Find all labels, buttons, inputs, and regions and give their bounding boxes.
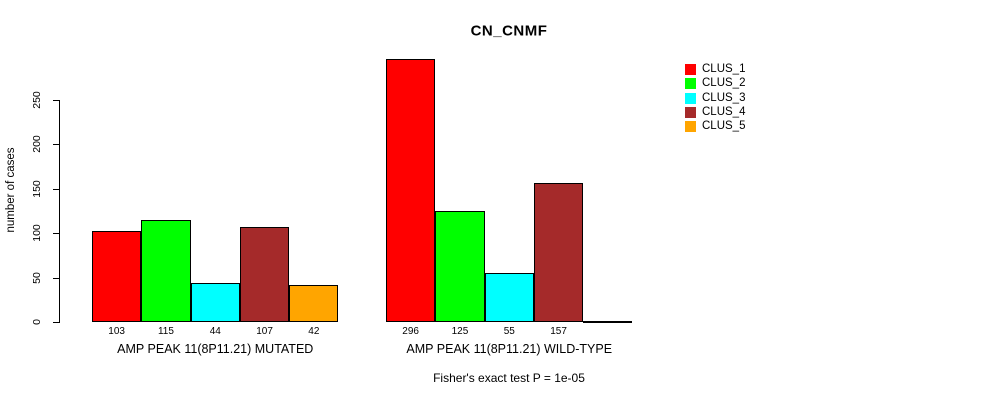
bar-clus_3 [484, 273, 534, 322]
x-axis-group-label: AMP PEAK 11(8P11.21) MUTATED [117, 342, 314, 356]
bar-clus_2 [435, 211, 485, 322]
y-axis-tick [53, 188, 59, 190]
bar-clus_1 [92, 230, 142, 322]
bar-clus_5 [583, 321, 633, 323]
legend-swatch-icon [685, 106, 696, 118]
bar-value-label: 103 [108, 326, 125, 337]
bar-value-label: 115 [157, 326, 174, 337]
y-axis-tick [53, 100, 59, 101]
y-axis-tick [53, 144, 59, 146]
footer-annotation: Fisher's exact test P = 1e-05 [433, 371, 585, 385]
legend-item-clus_4: CLUS_4 [685, 105, 775, 119]
y-axis-line [59, 100, 60, 323]
bar-value-label: 44 [209, 326, 221, 337]
legend-label: CLUS_2 [702, 77, 746, 90]
bar-value-label: 296 [402, 326, 419, 337]
legend-label: CLUS_3 [702, 91, 746, 104]
legend-swatch-icon [685, 78, 696, 90]
y-axis-tick [53, 322, 59, 323]
legend: CLUS_1 CLUS_2 CLUS_3 CLUS_4 CLUS_5 [685, 63, 775, 139]
bar-clus_4 [533, 182, 584, 322]
bar-clus_1 [386, 59, 436, 322]
legend-item-clus_2: CLUS_2 [685, 77, 775, 90]
legend-label: CLUS_1 [702, 63, 746, 75]
legend-swatch-icon [685, 92, 696, 104]
bar-clus_3 [190, 282, 240, 322]
legend-swatch-icon [685, 121, 696, 133]
bar-value-label: 125 [451, 326, 469, 337]
y-axis-tick [53, 277, 59, 279]
bar-clus_5 [289, 284, 339, 322]
legend-label: CLUS_4 [702, 105, 746, 118]
legend-item-clus_1: CLUS_1 [685, 63, 775, 76]
y-axis-tick [53, 233, 59, 235]
bar-clus_4 [239, 226, 290, 322]
legend-item-clus_5: CLUS_5 [685, 120, 775, 133]
bar-value-label: 157 [550, 326, 567, 337]
chart-title: CN_CNMF [470, 22, 548, 40]
legend-swatch-icon [685, 64, 696, 75]
bar-value-label: 55 [503, 326, 515, 337]
legend-label: CLUS_5 [702, 120, 746, 133]
bar-value-label: 42 [308, 326, 320, 337]
bar-value-label: 107 [256, 326, 273, 337]
x-axis-group-label: AMP PEAK 11(8P11.21) WILD-TYPE [406, 342, 613, 356]
bar-clus_2 [141, 219, 191, 322]
legend-item-clus_3: CLUS_3 [685, 91, 775, 105]
